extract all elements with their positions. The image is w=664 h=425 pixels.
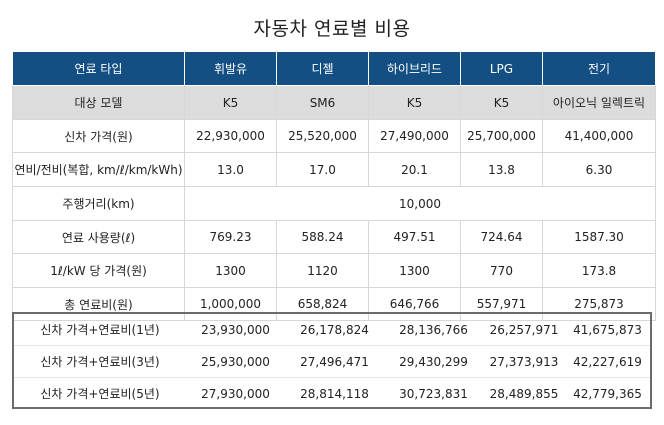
- header-fuel-type: 연료 타입: [12, 51, 185, 86]
- fuel-cost-table: 연료 타입 휘발유 디젤 하이브리드 LPG 전기 대상 모델 K5 SM6 K…: [12, 51, 656, 321]
- table-cell: 27,930,000: [186, 377, 285, 409]
- table-cell: 275,873: [542, 287, 656, 321]
- table-row-unit-price: 1ℓ/kW 당 가격(원) 1300 1120 1300 770 173.8: [12, 253, 656, 288]
- row-label: 연비/전비(복합, km/ℓ/km/kWh): [12, 152, 185, 187]
- table-cell: 13.0: [184, 152, 277, 187]
- totals-row-3-year: 신차 가격+연료비(3년) 25,930,000 27,496,471 29,4…: [14, 345, 650, 378]
- table-cell: 1120: [276, 253, 369, 288]
- table-cell: 27,496,471: [285, 345, 384, 378]
- table-cell: 588.24: [276, 220, 369, 254]
- table-cell: 724.64: [460, 220, 543, 254]
- table-cell: 29,430,299: [384, 345, 483, 378]
- table-cell: 25,520,000: [276, 119, 369, 153]
- header-electric: 전기: [542, 51, 656, 86]
- header-diesel: 디젤: [276, 51, 369, 86]
- row-label: 대상 모델: [12, 85, 185, 120]
- row-label: 총 연료비(원): [12, 287, 185, 321]
- row-label: 신차 가격+연료비(5년): [14, 377, 186, 409]
- table-cell: 1300: [184, 253, 277, 288]
- table-cell: K5: [460, 85, 543, 120]
- table-cell: 1300: [368, 253, 461, 288]
- table-cell: 42,227,619: [565, 345, 650, 378]
- totals-row-5-year: 신차 가격+연료비(5년) 27,930,000 28,814,118 30,7…: [14, 377, 650, 409]
- table-cell: 23,930,000: [201, 322, 270, 337]
- table-cell: 아이오닉 일렉트릭: [542, 85, 656, 120]
- table-cell: K5: [368, 85, 461, 120]
- table-cell: 769.23: [184, 220, 277, 254]
- row-label: 주행거리(km): [12, 186, 185, 221]
- row-label: 신차 가격(원): [12, 119, 185, 153]
- table-cell: 25,700,000: [460, 119, 543, 153]
- table-cell: 13.8: [460, 152, 543, 187]
- table-cell: 41,675,873: [573, 322, 642, 337]
- table-cell: 26,257,971: [489, 322, 559, 337]
- table-cell: K5: [184, 85, 277, 120]
- table-cell: 22,930,000: [184, 119, 277, 153]
- table-row-total-fuel: 총 연료비(원) 1,000,000 658,824 646,766 557,9…: [12, 287, 656, 321]
- table-row-distance: 주행거리(km) 10,000: [12, 186, 656, 221]
- page-title: 자동차 연료별 비용: [253, 18, 411, 40]
- table-cell: 28,489,855: [483, 377, 565, 409]
- table-cell: 25,930,000: [186, 345, 285, 378]
- table-cell: 6.30: [542, 152, 656, 187]
- row-label: 연료 사용량(ℓ): [12, 220, 185, 254]
- table-cell: 646,766: [368, 287, 461, 321]
- table-cell: 28,136,766: [399, 322, 468, 337]
- table-cell-merged: 10,000: [184, 186, 656, 221]
- table-cell: 770: [460, 253, 543, 288]
- totals-table: 신차 가격+연료비(1년) 23,930,000 26,178,824 28,1…: [14, 314, 650, 409]
- row-label: 1ℓ/kW 당 가격(원): [12, 253, 185, 288]
- header-hybrid: 하이브리드: [368, 51, 461, 86]
- row-label: 신차 가격+연료비(1년): [40, 323, 160, 337]
- table-header-row: 연료 타입 휘발유 디젤 하이브리드 LPG 전기: [12, 51, 656, 86]
- table-row-efficiency: 연비/전비(복합, km/ℓ/km/kWh) 13.0 17.0 20.1 13…: [12, 152, 656, 187]
- table-row-model: 대상 모델 K5 SM6 K5 K5 아이오닉 일렉트릭: [12, 85, 656, 120]
- header-lpg: LPG: [460, 51, 543, 86]
- table-cell: 27,490,000: [368, 119, 461, 153]
- row-label: 신차 가격+연료비(3년): [14, 345, 186, 378]
- table-cell: 27,373,913: [483, 345, 565, 378]
- table-cell: 17.0: [276, 152, 369, 187]
- table-row-fuel-usage: 연료 사용량(ℓ) 769.23 588.24 497.51 724.64 15…: [12, 220, 656, 254]
- table-row-price: 신차 가격(원) 22,930,000 25,520,000 27,490,00…: [12, 119, 656, 153]
- table-cell: 497.51: [368, 220, 461, 254]
- header-gasoline: 휘발유: [184, 51, 277, 86]
- table-cell: 26,178,824: [300, 322, 369, 337]
- totals-row-1-year: 신차 가격+연료비(1년) 23,930,000 26,178,824 28,1…: [14, 314, 650, 346]
- table-cell: 1587.30: [542, 220, 656, 254]
- table-cell: 41,400,000: [542, 119, 656, 153]
- table-cell: 30,723,831: [384, 377, 483, 409]
- table-cell: 20.1: [368, 152, 461, 187]
- table-cell: 173.8: [542, 253, 656, 288]
- table-cell: 1,000,000: [184, 287, 277, 321]
- table-cell: 42,779,365: [565, 377, 650, 409]
- table-cell: SM6: [276, 85, 369, 120]
- table-cell: 28,814,118: [285, 377, 384, 409]
